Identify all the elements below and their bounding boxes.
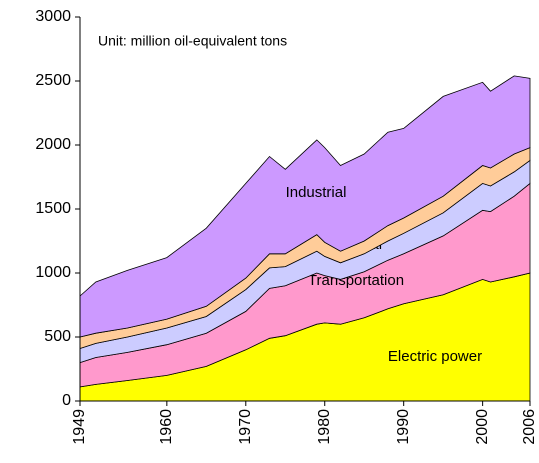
x-tick-label: 2000 [474, 409, 491, 445]
area [79, 75, 531, 338]
y-tick-label: 2500 [35, 72, 71, 89]
x-tick-label: 1980 [316, 409, 333, 445]
y-tick-label: 2000 [35, 136, 71, 153]
x-tick-label: 1949 [71, 409, 88, 445]
y-tick-label: 0 [62, 392, 71, 409]
x-tick-label: 1970 [237, 409, 254, 445]
series-label: Electric power [388, 348, 482, 365]
y-tick-label: 1500 [35, 200, 71, 217]
x-tick-label: 2006 [521, 409, 538, 445]
x-tick-label: 1960 [158, 409, 175, 445]
y-tick-label: 500 [44, 328, 71, 345]
annotation: Unit: million oil-equivalent tons [98, 33, 287, 49]
y-tick-label: 3000 [35, 8, 71, 25]
y-tick-label: 1000 [35, 264, 71, 281]
x-tick-label: 1990 [395, 409, 412, 445]
series-label: Industrial [286, 184, 347, 201]
